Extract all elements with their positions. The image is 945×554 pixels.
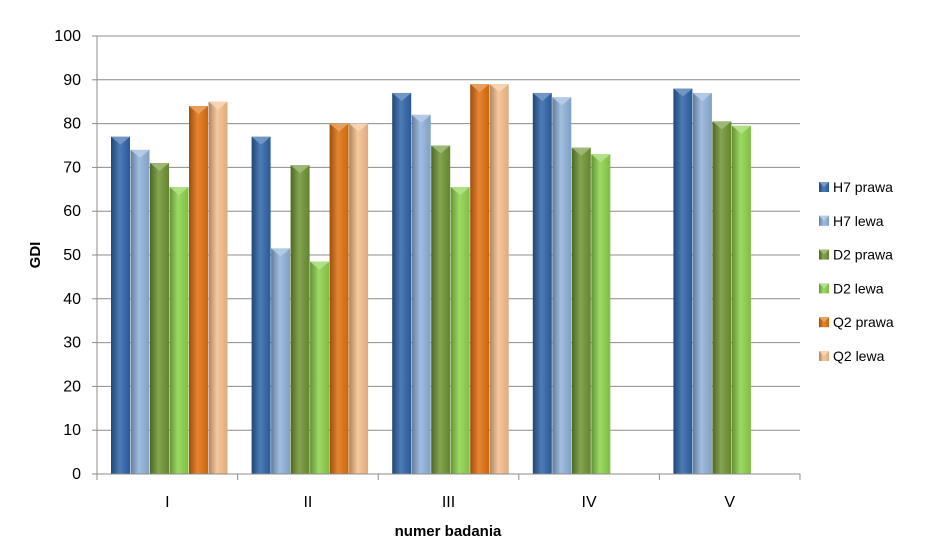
bar-d2-prawa-v [712,121,732,474]
bar-cap [532,92,552,101]
x-tick-label: III [442,494,455,511]
bar-cap [450,187,470,196]
bar-h7-lewa-ii [271,248,291,474]
legend-swatch-cap [819,351,829,356]
y-tick-labels: 0 10 20 30 40 50 60 70 80 90 100 [54,28,97,483]
bar-cap [552,97,572,106]
bar-h7-lewa-iii [411,114,431,474]
legend-label: H7 prawa [833,179,893,195]
bar-cap [329,123,349,132]
bar-cap [189,106,208,115]
y-tick-label: 30 [63,335,81,352]
y-tick-label: 0 [72,466,81,483]
y-tick-label: 100 [54,28,81,45]
y-tick-label: 80 [63,116,81,133]
y-axis-title: GDI [27,242,44,269]
bar-cap [712,121,732,130]
x-axis-title: numer badania [395,523,502,540]
bar-q2-prawa-iii [470,84,490,475]
bar-d2-lewa-iv [591,154,611,474]
x-tick-label: IV [582,494,597,511]
bar-cap [169,187,189,196]
y-tick-label: 50 [63,247,81,264]
bar-h7-lewa-i [130,149,150,474]
y-tick-label: 90 [63,72,81,89]
legend-label: Q2 prawa [833,314,894,330]
bar-cap [489,84,509,93]
bar-cap [208,101,228,110]
bar-h7-lewa-iv [552,97,572,474]
bar-cap [150,163,169,172]
legend-label: D2 prawa [833,247,893,263]
bars [111,84,751,475]
bar-h7-prawa-ii [251,136,271,475]
y-tick-label: 40 [63,291,81,308]
bar-cap [591,154,611,163]
bar-cap [290,165,310,174]
y-tick-label: 20 [63,378,81,395]
legend-label: Q2 lewa [833,348,885,364]
x-tick-labels: I II III IV V [96,474,801,511]
bar-q2-lewa-i [208,101,228,474]
bar-cap [470,84,490,93]
bar-cap [111,136,130,145]
legend-swatch-cap [819,182,829,187]
legend-swatch-cap [819,249,829,255]
bar-d2-prawa-iv [571,147,591,474]
bar-cap [310,261,330,270]
x-tick-label: II [303,494,312,511]
legend-label: D2 lewa [833,280,884,296]
y-tick-label: 70 [63,159,81,176]
bar-cap [251,136,271,145]
x-tick-label: V [724,494,735,511]
bar-cap [349,123,369,132]
bar-cap [692,92,712,101]
bar-d2-lewa-i [169,187,189,475]
bar-d2-prawa-iii [431,145,451,474]
legend-swatch-cap [819,317,829,323]
y-tick-label: 10 [63,422,81,439]
legend: H7 prawa H7 lewa D2 prawa D2 lewa Q2 prawa Q2… [819,179,894,364]
bar-q2-lewa-ii [349,123,369,474]
bar-h7-prawa-iv [532,92,552,474]
bar-d2-lewa-ii [310,261,330,474]
legend-label: H7 lewa [833,213,884,229]
bar-q2-prawa-i [189,106,208,474]
bar-cap [673,88,693,97]
legend-swatch-cap [819,215,829,221]
bar-d2-prawa-i [150,163,169,474]
bar-cap [411,114,431,123]
legend-swatch-cap [819,283,829,289]
bar-q2-prawa-ii [329,123,349,474]
x-tick-label: I [165,494,169,511]
bar-cap [731,125,751,134]
bar-h7-prawa-v [673,88,693,474]
bar-d2-lewa-v [731,125,751,474]
bar-q2-lewa-iii [489,84,509,475]
bar-cap [130,149,150,158]
bar-h7-prawa-i [111,136,130,475]
bar-h7-lewa-v [692,92,712,474]
bar-d2-prawa-ii [290,165,310,474]
bar-d2-lewa-iii [450,187,470,475]
bar-cap [271,248,291,257]
y-tick-label: 60 [63,203,81,220]
bar-cap [392,92,412,101]
bar-cap [431,145,451,154]
bar-cap [571,147,591,156]
bar-h7-prawa-iii [392,92,412,474]
